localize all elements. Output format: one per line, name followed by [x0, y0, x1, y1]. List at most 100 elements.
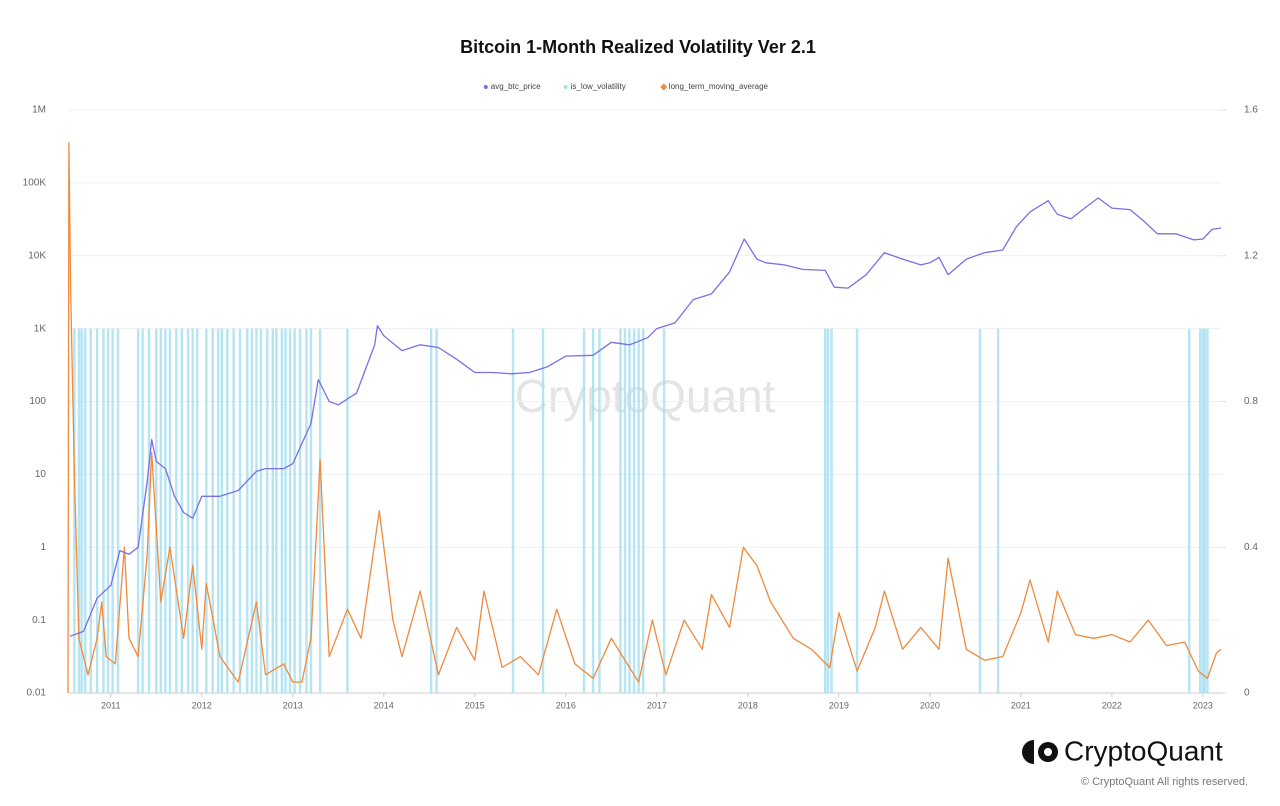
low-volatility-bar: [180, 328, 183, 693]
low-volatility-bar: [191, 328, 194, 693]
low-volatility-bar: [623, 328, 627, 693]
x-tick-label: 2022: [1102, 700, 1122, 710]
low-volatility-bar: [255, 328, 258, 693]
x-tick-label: 2013: [283, 700, 303, 710]
low-volatility-bar: [136, 328, 140, 693]
series-line: [69, 197, 1222, 637]
y-tick-label: 0.1: [32, 615, 46, 626]
low-volatility-bar: [111, 328, 114, 693]
x-tick-label: 2016: [556, 700, 576, 710]
low-volatility-bar: [246, 328, 249, 693]
low-volatility-bar: [155, 328, 158, 693]
low-volatility-bar: [186, 328, 190, 693]
y2-tick-label: 0.8: [1244, 396, 1258, 407]
y2-tick-label: 0: [1244, 688, 1250, 699]
legend-label: avg_btc_price: [491, 82, 541, 91]
low-volatility-bar: [346, 328, 349, 693]
y-tick-label: 100: [29, 396, 46, 407]
low-volatility-bar: [226, 328, 229, 693]
x-tick-label: 2020: [920, 700, 940, 710]
low-volatility-bar: [280, 328, 284, 693]
low-volatility-bar: [164, 328, 167, 693]
low-volatility-bar: [541, 328, 545, 693]
bars: [73, 328, 1209, 693]
low-volatility-bar: [293, 328, 296, 693]
low-volatility-bar: [996, 328, 1000, 693]
x-tick-label: 2012: [192, 700, 212, 710]
legend-item: is_low_volatility: [563, 82, 626, 91]
x-tick-label: 2021: [1011, 700, 1031, 710]
low-volatility-bar: [80, 328, 83, 693]
low-volatility-bar: [284, 328, 287, 693]
legend-marker: [563, 85, 568, 89]
low-volatility-bar: [598, 328, 601, 693]
low-volatility-bar: [1198, 328, 1202, 693]
x-tick-label: 2017: [647, 700, 667, 710]
legend-item: long_term_moving_average: [660, 82, 769, 91]
low-volatility-bar: [641, 328, 645, 693]
low-volatility-bar: [662, 328, 666, 693]
chart-title: Bitcoin 1-Month Realized Volatility Ver …: [460, 37, 816, 57]
x-tick-label: 2011: [101, 700, 120, 710]
legend-marker: [660, 83, 668, 91]
y2-tick-label: 0.4: [1244, 542, 1258, 553]
low-volatility-bar: [84, 328, 87, 693]
y-tick-label: 100K: [23, 178, 47, 189]
low-volatility-bar: [628, 328, 631, 693]
low-volatility-bar: [220, 328, 224, 693]
low-volatility-bar: [271, 328, 274, 693]
low-volatility-bar: [1201, 328, 1205, 693]
logo-text: CryptoQuant: [1064, 735, 1223, 766]
x-tick-label: 2015: [465, 700, 485, 710]
low-volatility-bar: [1206, 328, 1209, 693]
low-volatility-bar: [211, 328, 214, 693]
low-volatility-bar: [632, 328, 636, 693]
low-volatility-bar: [826, 328, 830, 693]
low-volatility-bar: [89, 328, 92, 693]
low-volatility-bar: [309, 328, 313, 693]
low-volatility-bar: [116, 328, 120, 693]
low-volatility-bar: [238, 328, 242, 693]
low-volatility-bar: [159, 328, 163, 693]
low-volatility-bar: [318, 328, 322, 693]
low-volatility-bar: [77, 328, 81, 693]
y-tick-label: 1: [40, 542, 46, 553]
x-tick-label: 2019: [829, 700, 849, 710]
low-volatility-bar: [259, 328, 263, 693]
low-volatility-bar: [205, 328, 208, 693]
y-tick-label: 10K: [28, 250, 46, 261]
copyright: © CryptoQuant All rights reserved.: [1081, 776, 1248, 788]
legend-marker: [483, 85, 488, 89]
low-volatility-bar: [435, 328, 438, 693]
low-volatility-bar: [298, 328, 302, 693]
low-volatility-bar: [288, 328, 292, 693]
low-volatility-bar: [175, 328, 178, 693]
low-volatility-bar: [1203, 328, 1206, 693]
low-volatility-bar: [73, 328, 76, 693]
low-volatility-bar: [619, 328, 622, 693]
low-volatility-bar: [250, 328, 254, 693]
low-volatility-bar: [582, 328, 586, 693]
low-volatility-bar: [106, 328, 110, 693]
low-volatility-bar: [232, 328, 235, 693]
low-volatility-bar: [305, 328, 308, 693]
y-tick-label: 1K: [34, 323, 47, 334]
low-volatility-bar: [591, 328, 595, 693]
low-volatility-bar: [978, 328, 982, 693]
x-tick-label: 2023: [1193, 700, 1213, 710]
low-volatility-bar: [275, 328, 278, 693]
logo-icon: [1022, 740, 1058, 764]
low-volatility-bar: [1188, 328, 1191, 693]
legend-item: avg_btc_price: [483, 82, 541, 91]
low-volatility-bar: [196, 328, 199, 693]
low-volatility-bar: [168, 328, 172, 693]
low-volatility-bar: [95, 328, 99, 693]
low-volatility-bar: [637, 328, 640, 693]
y2-tick-label: 1.2: [1244, 250, 1258, 261]
low-volatility-bar: [216, 328, 220, 693]
series-line: [67, 142, 1222, 694]
low-volatility-bar: [102, 328, 105, 693]
legend-label: is_low_volatility: [571, 82, 626, 91]
low-volatility-bar: [830, 328, 833, 693]
